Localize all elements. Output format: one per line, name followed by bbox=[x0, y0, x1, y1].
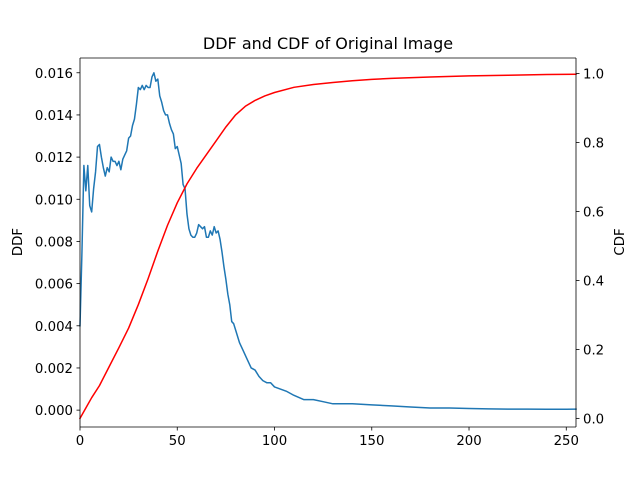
x-tick-label: 0 bbox=[76, 434, 84, 449]
y-right-tick-label: 0.6 bbox=[583, 205, 604, 220]
ddf-series-line bbox=[79, 72, 577, 411]
y-right-tick-label: 0.8 bbox=[583, 136, 604, 151]
y-left-tick-label: 0.000 bbox=[35, 404, 73, 419]
y-left-tick-label: 0.002 bbox=[35, 362, 73, 377]
x-tick-label: 50 bbox=[169, 434, 186, 449]
y-axis-right-label: CDF bbox=[613, 228, 628, 255]
x-tick-label: 250 bbox=[554, 434, 579, 449]
x-tick-label: 150 bbox=[359, 434, 384, 449]
y-left-tick-label: 0.004 bbox=[35, 320, 73, 335]
y-axis-left-label: DDF bbox=[11, 228, 26, 256]
x-tick-label: 100 bbox=[262, 434, 287, 449]
y-right-tick-label: 0.0 bbox=[583, 412, 604, 427]
y-left-tick-label: 0.006 bbox=[35, 278, 73, 293]
y-left-tick-label: 0.014 bbox=[35, 109, 73, 124]
x-tick-label: 200 bbox=[456, 434, 481, 449]
cdf-series-line bbox=[78, 73, 577, 420]
y-left-tick-label: 0.010 bbox=[35, 193, 73, 208]
y-left-tick-label: 0.008 bbox=[35, 235, 73, 250]
y-left-tick-label: 0.016 bbox=[35, 67, 73, 82]
y-left-tick-label: 0.012 bbox=[35, 151, 73, 166]
plot-area bbox=[78, 72, 577, 420]
y-right-tick-label: 0.2 bbox=[583, 343, 604, 358]
y-right-tick-label: 1.0 bbox=[583, 68, 604, 83]
chart-title: DDF and CDF of Original Image bbox=[203, 34, 453, 53]
y-right-tick-label: 0.4 bbox=[583, 274, 604, 289]
axes: 0 50 100 150 200 250 0.000 0.002 0.004 0.006 0.008… bbox=[35, 57, 604, 449]
